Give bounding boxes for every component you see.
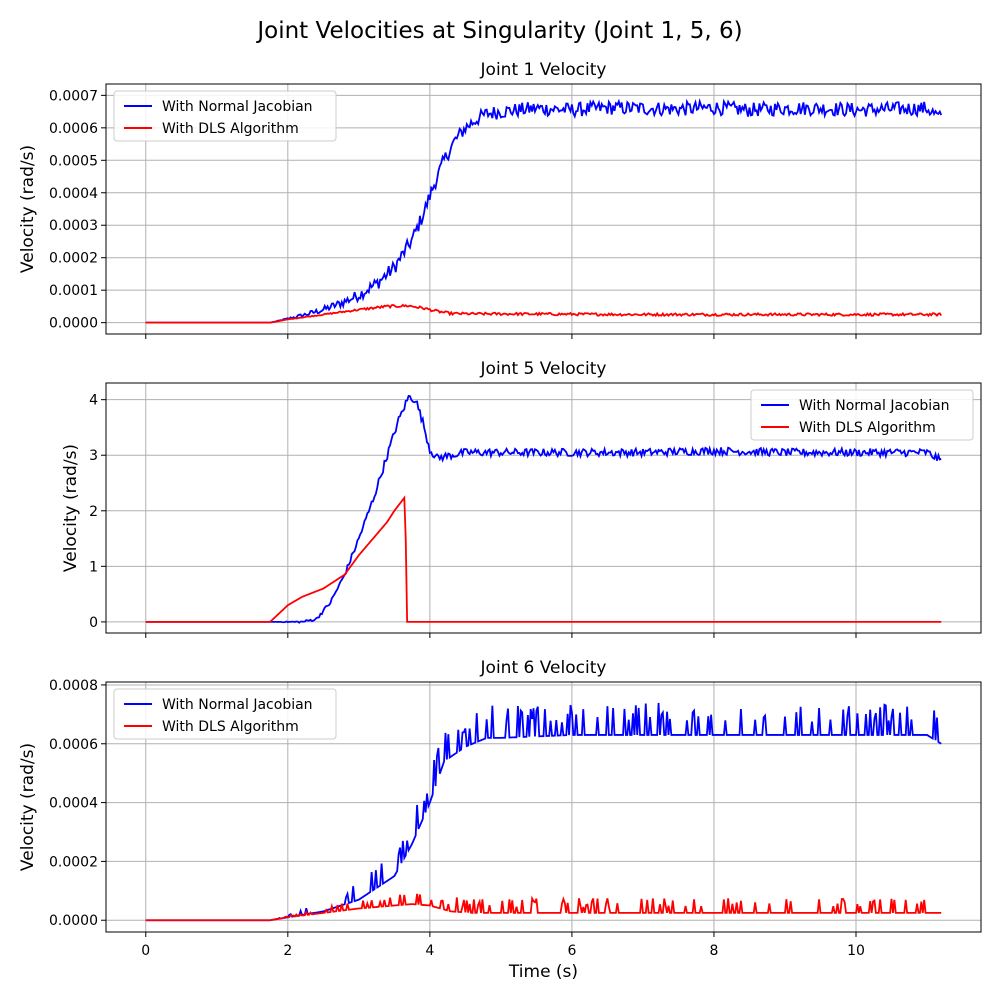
y-tick-label: 0.0000 bbox=[49, 913, 98, 929]
y-tick-label: 0.0006 bbox=[49, 737, 98, 753]
x-tick-label: 2 bbox=[283, 943, 292, 959]
subplot-title: Joint 6 Velocity bbox=[480, 658, 607, 678]
y-tick-label: 0.0007 bbox=[49, 88, 98, 104]
subplots: 0.0000 0.0001 0.0002 0.0003 0.0004 0.0005 0.00… bbox=[18, 60, 982, 982]
legend-label: With Normal Jacobian bbox=[162, 99, 313, 115]
y-tick-label: 0.0004 bbox=[49, 186, 98, 202]
series-line-normal-jacobian bbox=[145, 394, 942, 624]
legend: With Normal Jacobian With DLS Algorithm bbox=[113, 90, 337, 142]
series-line-dls-algorithm bbox=[145, 495, 942, 623]
y-tick-label: 0.0008 bbox=[49, 678, 98, 694]
subplot-title: Joint 5 Velocity bbox=[480, 359, 607, 379]
legend-label: With Normal Jacobian bbox=[162, 697, 313, 713]
figure-title: Joint Velocities at Singularity (Joint 1… bbox=[255, 18, 742, 44]
y-tick-label: 0.0002 bbox=[49, 854, 98, 870]
plot-frame bbox=[105, 681, 982, 933]
y-tick-label: 0.0005 bbox=[49, 153, 98, 169]
subplot-title: Joint 1 Velocity bbox=[480, 60, 607, 80]
legend: With Normal Jacobian With DLS Algorithm bbox=[750, 389, 974, 441]
y-tick-label: 3 bbox=[89, 448, 98, 464]
y-tick-label: 0.0000 bbox=[49, 316, 98, 332]
x-tick-label: 0 bbox=[141, 943, 150, 959]
legend-label: With Normal Jacobian bbox=[799, 398, 950, 414]
legend-label: With DLS Algorithm bbox=[799, 420, 936, 436]
y-axis-label: Velocity (rad/s) bbox=[61, 444, 81, 572]
x-tick-label: 8 bbox=[709, 943, 718, 959]
x-tick-label: 10 bbox=[847, 943, 865, 959]
plot-frame bbox=[105, 382, 982, 634]
series-line-dls-algorithm bbox=[145, 893, 942, 922]
subplot-3: 0 2 4 6 8 10 0.0000 0.0002 0.0004 0.0006 0.0008 Joi… bbox=[18, 658, 982, 982]
y-tick-label: 2 bbox=[89, 504, 98, 520]
subplot-1: 0.0000 0.0001 0.0002 0.0003 0.0004 0.0005 0.00… bbox=[18, 60, 982, 339]
y-tick-label: 0.0004 bbox=[49, 796, 98, 812]
legend-label: With DLS Algorithm bbox=[162, 121, 299, 137]
y-tick-label: 1 bbox=[89, 559, 98, 575]
x-axis-label: Time (s) bbox=[508, 962, 578, 982]
y-tick-label: 0 bbox=[89, 615, 98, 631]
y-axis-label: Velocity (rad/s) bbox=[18, 145, 38, 273]
plot-frame bbox=[105, 83, 982, 335]
x-tick-label: 6 bbox=[567, 943, 576, 959]
y-axis-label: Velocity (rad/s) bbox=[18, 743, 38, 871]
y-tick-label: 0.0003 bbox=[49, 218, 98, 234]
legend: With Normal Jacobian With DLS Algorithm bbox=[113, 688, 337, 740]
y-tick-label: 4 bbox=[89, 393, 98, 409]
subplot-2: 0 1 2 3 4 Joint 5 Velocity Velocity (rad/s) Wit… bbox=[61, 359, 982, 638]
x-tick-label: 4 bbox=[425, 943, 434, 959]
legend-label: With DLS Algorithm bbox=[162, 719, 299, 735]
legend-box bbox=[113, 90, 337, 142]
legend-box bbox=[113, 688, 337, 740]
y-tick-label: 0.0006 bbox=[49, 121, 98, 137]
y-tick-label: 0.0001 bbox=[49, 283, 98, 299]
legend-box bbox=[750, 389, 974, 441]
series-line-dls-algorithm bbox=[145, 303, 942, 324]
y-tick-label: 0.0002 bbox=[49, 251, 98, 267]
